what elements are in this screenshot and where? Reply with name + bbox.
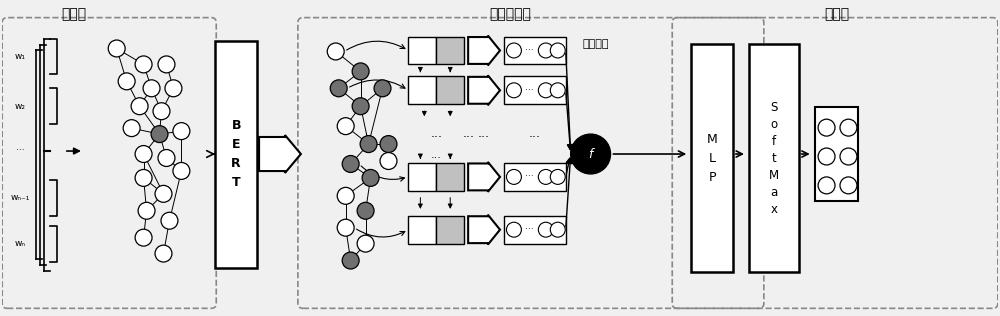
Circle shape [337,219,354,236]
Circle shape [357,235,374,252]
Circle shape [550,83,565,98]
Circle shape [538,222,553,237]
Bar [504,76,566,104]
Circle shape [840,119,857,136]
Circle shape [153,103,170,120]
Bar [215,40,257,268]
Circle shape [342,252,359,269]
Circle shape [173,123,190,140]
Bar [436,163,464,191]
Text: ···: ··· [16,147,24,155]
Text: ···: ··· [525,46,533,55]
Circle shape [118,73,135,90]
Circle shape [155,185,172,202]
Circle shape [571,134,611,174]
Circle shape [135,146,152,162]
Circle shape [550,222,565,237]
Polygon shape [468,162,500,192]
Circle shape [538,43,553,58]
Bar [749,44,799,272]
Circle shape [362,169,379,186]
Circle shape [143,80,160,97]
Circle shape [550,169,565,184]
Polygon shape [259,135,301,173]
Text: ···: ··· [462,131,474,143]
Circle shape [135,169,152,186]
Circle shape [337,118,354,135]
Text: 平均池化: 平均池化 [582,40,609,50]
Text: w₁: w₁ [15,52,26,61]
Text: S
o
f
t
M
a
x: S o f t M a x [769,100,779,216]
Text: 分类器: 分类器 [824,8,849,21]
Circle shape [840,148,857,165]
Bar [504,37,566,64]
Circle shape [138,202,155,219]
Circle shape [380,136,397,153]
Circle shape [538,169,553,184]
Text: w₂: w₂ [15,102,26,111]
Circle shape [357,202,374,219]
Text: ···: ··· [525,86,533,95]
Text: 图构建: 图构建 [61,8,86,21]
Text: f: f [588,148,593,161]
Circle shape [506,43,521,58]
Circle shape [173,162,190,179]
Polygon shape [468,35,500,65]
Circle shape [380,153,397,169]
Circle shape [818,177,835,194]
Circle shape [108,40,125,57]
Circle shape [327,43,344,60]
Circle shape [135,56,152,73]
Bar [504,216,566,244]
Bar [436,216,464,244]
Circle shape [135,229,152,246]
Circle shape [330,80,347,97]
Circle shape [352,63,369,80]
Circle shape [506,83,521,98]
Text: wₙ₋₁: wₙ₋₁ [10,193,30,202]
Text: ···: ··· [525,173,533,181]
Circle shape [352,98,369,115]
Circle shape [506,222,521,237]
Text: B
E
R
T: B E R T [231,119,241,189]
Bar [408,76,436,104]
Circle shape [506,169,521,184]
Text: ···: ··· [431,153,442,163]
Bar [408,216,436,244]
Circle shape [158,149,175,167]
Circle shape [151,126,168,143]
Circle shape [840,177,857,194]
Text: ···: ··· [430,131,442,143]
Circle shape [161,212,178,229]
Circle shape [818,119,835,136]
Text: ···: ··· [478,131,490,143]
Text: ···: ··· [432,163,440,173]
Bar [504,163,566,191]
Text: wₙ: wₙ [15,239,26,248]
Bar [408,163,436,191]
Polygon shape [468,215,500,245]
Text: ···: ··· [525,225,533,234]
Circle shape [550,43,565,58]
Circle shape [818,148,835,165]
Circle shape [158,56,175,73]
Circle shape [165,80,182,97]
Bar [436,76,464,104]
Text: 图嵌入学习: 图嵌入学习 [489,8,531,21]
Circle shape [360,136,377,153]
Circle shape [123,120,140,137]
Bar [408,37,436,64]
Bar [691,44,733,272]
Text: ···: ··· [529,131,541,143]
Bar [815,107,858,201]
Circle shape [342,155,359,173]
Circle shape [155,245,172,262]
Circle shape [374,80,391,97]
Circle shape [131,98,148,115]
Circle shape [337,187,354,204]
Polygon shape [468,75,500,105]
Text: M
L
P: M L P [707,132,717,184]
Circle shape [538,83,553,98]
Bar [436,37,464,64]
